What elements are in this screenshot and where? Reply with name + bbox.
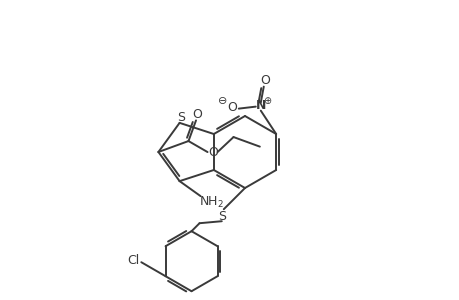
Text: Cl: Cl <box>127 254 139 267</box>
Text: ⊖: ⊖ <box>218 96 227 106</box>
Text: O: O <box>208 146 218 159</box>
Text: O: O <box>192 108 202 121</box>
Text: NH$_2$: NH$_2$ <box>199 195 224 210</box>
Text: ⊕: ⊕ <box>262 96 270 106</box>
Text: N: N <box>255 99 265 112</box>
Text: S: S <box>217 210 225 223</box>
Text: O: O <box>226 101 236 114</box>
Text: O: O <box>259 74 269 87</box>
Text: S: S <box>177 111 185 124</box>
